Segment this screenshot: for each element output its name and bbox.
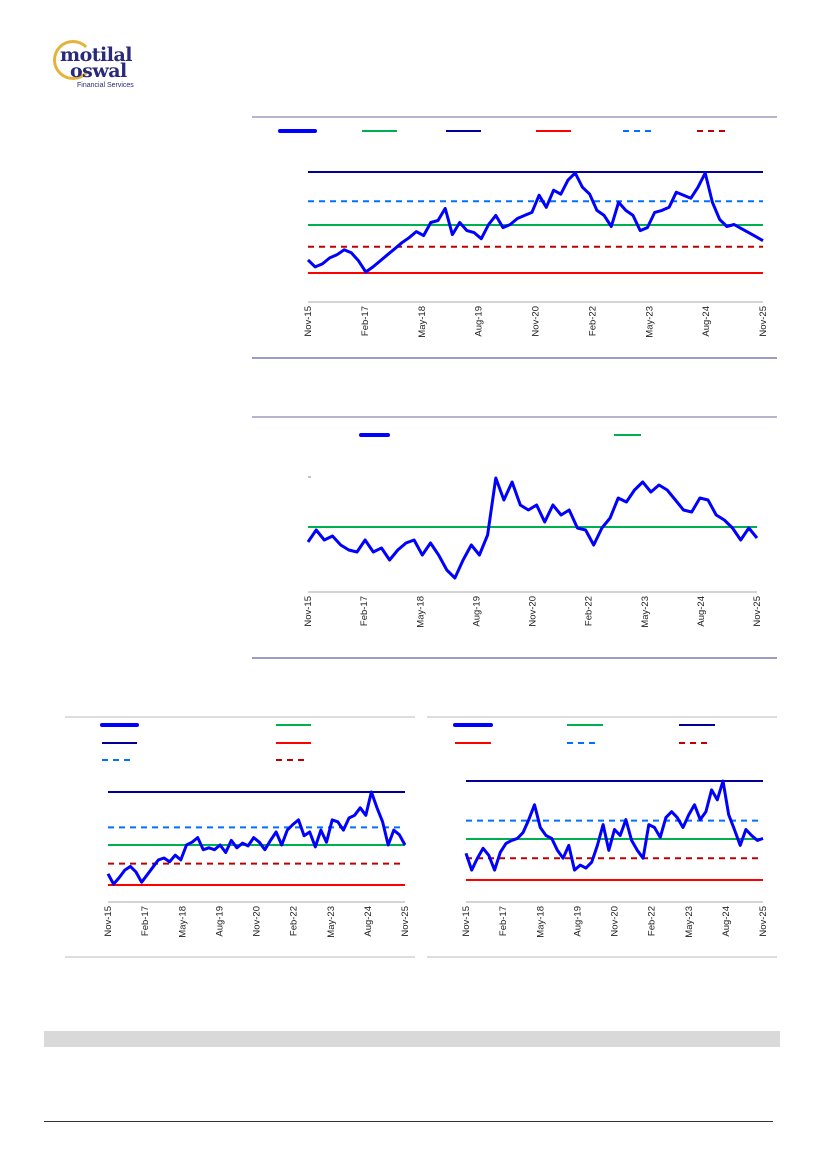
x-tick-label: Nov-20 xyxy=(610,906,621,937)
section-header-bar xyxy=(44,1031,780,1047)
x-tick-label: Feb-22 xyxy=(289,906,300,936)
x-tick-label: May-23 xyxy=(684,906,695,938)
x-tick-label: May-18 xyxy=(535,906,546,938)
series-line xyxy=(306,476,759,580)
x-tick-label: May-18 xyxy=(417,306,428,338)
x-tick-label: Nov-25 xyxy=(752,596,763,627)
x-tick-label: Nov-15 xyxy=(103,906,114,937)
x-tick-label: Nov-25 xyxy=(758,906,769,937)
x-tick-label: Aug-19 xyxy=(572,906,583,937)
logo-text-line2: oswal xyxy=(70,60,127,82)
chart-4-frame xyxy=(427,716,777,958)
x-tick-label: May-23 xyxy=(640,596,651,628)
x-tick-label: Feb-17 xyxy=(140,906,151,936)
series-line xyxy=(106,790,407,886)
x-tick-label: Nov-25 xyxy=(400,906,411,937)
x-tick-label: Feb-22 xyxy=(587,306,598,336)
x-tick-label: Aug-19 xyxy=(474,306,485,337)
company-logo: motilal oswal Financial Services xyxy=(50,40,160,95)
chart-4: Nov-15 Feb-17 May-18 Aug-19 Nov-20 Feb-22 May-… xyxy=(453,723,769,938)
series-line xyxy=(306,171,764,274)
logo-ring xyxy=(53,40,93,80)
chart-2: Nov-15 Feb-17 May-18 Aug-19 Nov-20 Feb-22 May-… xyxy=(303,433,763,628)
x-tick-label: Feb-22 xyxy=(584,596,595,626)
chart-3-frame xyxy=(65,716,415,958)
x-tick-label: Aug-24 xyxy=(696,596,707,627)
x-tick-label: May-18 xyxy=(415,596,426,628)
x-tick-label: May-23 xyxy=(644,306,655,338)
logo-tagline: Financial Services xyxy=(77,82,134,89)
x-tick-label: Feb-17 xyxy=(498,906,509,936)
series-line xyxy=(464,779,764,872)
footer-rule xyxy=(44,1121,773,1122)
x-tick-label: May-18 xyxy=(177,906,188,938)
x-tick-label: Nov-15 xyxy=(303,596,314,627)
x-tick-label: Aug-19 xyxy=(471,596,482,627)
logo-text-line1: motilal xyxy=(60,44,133,66)
x-tick-label: Aug-24 xyxy=(701,306,712,337)
x-tick-label: Aug-24 xyxy=(363,906,374,937)
x-tick-label: Nov-15 xyxy=(303,306,314,337)
x-tick-label: Nov-20 xyxy=(531,306,542,337)
chart-1-frame xyxy=(252,116,777,359)
chart-3: Nov-15 Feb-17 May-18 Aug-19 Nov-20 Feb-22 May-… xyxy=(100,723,411,938)
x-tick-label: Feb-22 xyxy=(647,906,658,936)
chart-2-frame xyxy=(252,416,777,659)
x-tick-label: Nov-15 xyxy=(461,906,472,937)
x-tick-label: Feb-17 xyxy=(360,306,371,336)
x-tick-label: Nov-20 xyxy=(528,596,539,627)
x-tick-label: Aug-19 xyxy=(214,906,225,937)
x-tick-label: Feb-17 xyxy=(359,596,370,626)
x-tick-label: May-23 xyxy=(326,906,337,938)
x-tick-label: Nov-20 xyxy=(252,906,263,937)
chart-1: Nov-15 Feb-17 May-18 Aug-19 Nov-20 Feb-22 May-… xyxy=(278,129,769,338)
x-tick-label: Aug-24 xyxy=(721,906,732,937)
x-tick-label: Nov-25 xyxy=(758,306,769,337)
